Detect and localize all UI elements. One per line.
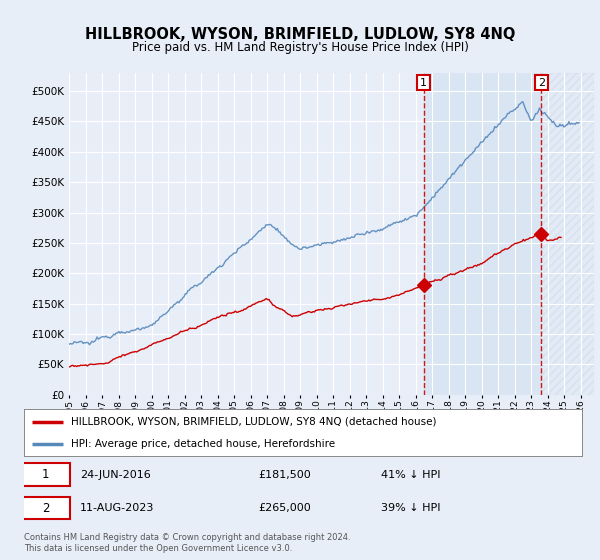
Text: HILLBROOK, WYSON, BRIMFIELD, LUDLOW, SY8 4NQ (detached house): HILLBROOK, WYSON, BRIMFIELD, LUDLOW, SY8… <box>71 417 437 427</box>
Text: 24-JUN-2016: 24-JUN-2016 <box>80 470 151 479</box>
FancyBboxPatch shape <box>21 464 70 486</box>
Text: HPI: Average price, detached house, Herefordshire: HPI: Average price, detached house, Here… <box>71 438 335 449</box>
Text: Contains HM Land Registry data © Crown copyright and database right 2024.
This d: Contains HM Land Registry data © Crown c… <box>24 534 350 553</box>
Text: £265,000: £265,000 <box>259 503 311 513</box>
Bar <box>541 73 594 395</box>
Text: 1: 1 <box>420 78 427 87</box>
Text: 2: 2 <box>42 502 50 515</box>
Text: 2: 2 <box>538 78 545 87</box>
Text: 1: 1 <box>42 468 50 481</box>
Text: 11-AUG-2023: 11-AUG-2023 <box>80 503 154 513</box>
Text: 41% ↓ HPI: 41% ↓ HPI <box>381 470 440 479</box>
Text: 39% ↓ HPI: 39% ↓ HPI <box>381 503 440 513</box>
Bar <box>424 73 541 395</box>
FancyBboxPatch shape <box>21 497 70 520</box>
Text: HILLBROOK, WYSON, BRIMFIELD, LUDLOW, SY8 4NQ: HILLBROOK, WYSON, BRIMFIELD, LUDLOW, SY8… <box>85 27 515 42</box>
Text: Price paid vs. HM Land Registry's House Price Index (HPI): Price paid vs. HM Land Registry's House … <box>131 40 469 54</box>
Text: £181,500: £181,500 <box>259 470 311 479</box>
